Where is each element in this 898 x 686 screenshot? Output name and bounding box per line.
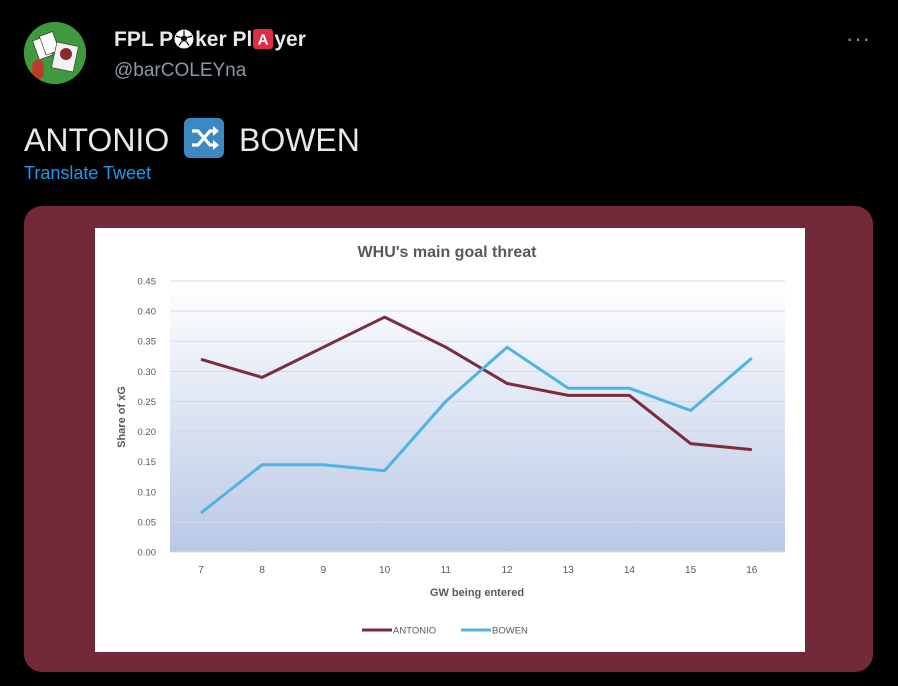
soccer-ball-icon	[174, 29, 194, 55]
author-name-part-1: FPL P	[114, 28, 174, 51]
y-tick-label: 0.30	[138, 367, 157, 378]
y-tick-label: 0.10	[138, 487, 157, 498]
tweet-text-part-2: BOWEN	[238, 122, 360, 158]
y-axis-label: Share of xG	[116, 386, 128, 448]
svg-text:A: A	[258, 32, 269, 49]
author-handle[interactable]: @barCOLEYna	[114, 60, 247, 81]
y-tick-label: 0.45	[138, 277, 157, 288]
x-tick-label: 13	[563, 565, 575, 576]
y-tick-label: 0.00	[138, 548, 157, 559]
author-name-part-2: ker Pl	[195, 28, 253, 51]
translate-tweet-link[interactable]: Translate Tweet	[24, 163, 152, 183]
y-tick-label: 0.20	[138, 427, 157, 438]
x-tick-label: 16	[746, 565, 758, 576]
chart-image: 0.00 0.05 0.10 0.15 0.20 0.25 0.30 0.35 0.40 0.45…	[95, 228, 805, 652]
x-tick-label: 8	[259, 565, 265, 576]
x-tick-label: 7	[198, 565, 204, 576]
chart-legend: ANTONIO BOWEN	[362, 626, 528, 637]
plot-area	[170, 281, 785, 552]
avatar-image	[24, 22, 86, 84]
shuffle-icon	[184, 118, 225, 158]
x-tick-label: 15	[685, 565, 697, 576]
x-tick-label: 14	[624, 565, 636, 576]
y-tick-label: 0.35	[138, 337, 157, 348]
y-tick-label: 0.40	[138, 307, 157, 318]
line-chart: 0.00 0.05 0.10 0.15 0.20 0.25 0.30 0.35 0.40 0.45…	[116, 244, 785, 637]
legend-label: BOWEN	[492, 626, 528, 637]
chart-title: WHU's main goal threat	[358, 244, 538, 261]
author-name-part-3: yer	[274, 28, 306, 51]
y-tick-label: 0.05	[138, 517, 157, 528]
y-tick-label: 0.15	[138, 457, 157, 468]
x-tick-label: 11	[441, 565, 452, 576]
series-line-antonio	[200, 315, 752, 452]
avatar[interactable]	[24, 22, 86, 84]
y-tick-label: 0.25	[138, 397, 157, 408]
more-options-icon[interactable]: ···	[846, 26, 871, 51]
tweet-text-part-1: ANTONIO	[24, 122, 170, 158]
x-axis-label: GW being entered	[430, 587, 524, 599]
a-button-icon: A	[253, 29, 274, 55]
x-tick-label: 12	[501, 565, 513, 576]
x-tick-label: 10	[379, 565, 391, 576]
tweet-text: ANTONIO BOWEN	[24, 118, 360, 159]
x-tick-label: 9	[321, 565, 327, 576]
series-line-bowen	[200, 345, 753, 515]
legend-label: ANTONIO	[393, 626, 436, 637]
